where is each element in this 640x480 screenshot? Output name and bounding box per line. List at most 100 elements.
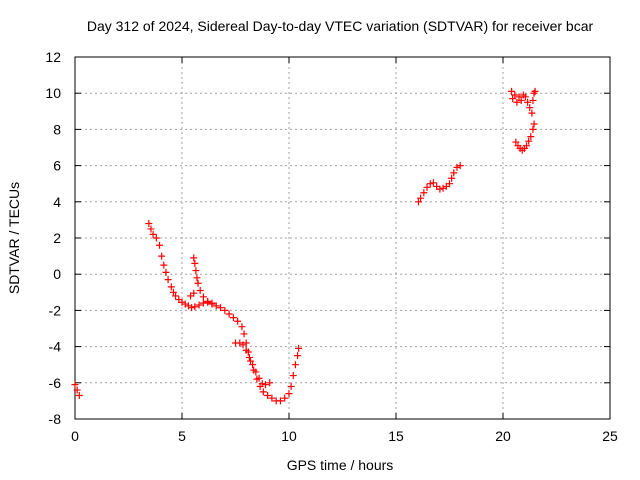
data-point bbox=[426, 180, 434, 188]
data-point bbox=[529, 125, 537, 133]
data-point bbox=[193, 274, 201, 282]
data-point bbox=[217, 304, 225, 312]
y-axis-label: SDTVAR / TECUs bbox=[6, 182, 22, 294]
data-point bbox=[169, 288, 177, 296]
x-tick-label: 0 bbox=[71, 428, 79, 444]
data-point bbox=[242, 346, 250, 354]
x-axis: 0 5 10 15 20 25 bbox=[71, 57, 618, 444]
data-point bbox=[221, 306, 229, 314]
data-point bbox=[172, 292, 180, 300]
y-tick-label: 2 bbox=[53, 230, 61, 246]
data-point bbox=[145, 220, 153, 228]
data-point bbox=[162, 268, 170, 276]
data-point bbox=[512, 138, 520, 146]
data-point bbox=[167, 283, 175, 291]
data-point bbox=[508, 87, 516, 95]
data-point bbox=[181, 300, 189, 308]
data-point bbox=[515, 93, 523, 101]
data-point bbox=[420, 189, 428, 197]
data-point bbox=[238, 323, 246, 331]
x-tick-label: 10 bbox=[281, 428, 297, 444]
y-tick-label: -6 bbox=[49, 375, 62, 391]
data-point bbox=[414, 198, 422, 206]
data-point bbox=[439, 184, 447, 192]
data-point bbox=[509, 95, 517, 103]
data-point bbox=[236, 339, 244, 347]
data-point bbox=[525, 137, 533, 145]
data-point bbox=[526, 104, 534, 112]
data-point bbox=[71, 381, 79, 389]
data-point bbox=[239, 341, 247, 349]
data-point bbox=[229, 314, 237, 322]
y-tick-label: 0 bbox=[53, 266, 61, 282]
y-tick-label: 12 bbox=[45, 49, 61, 65]
x-tick-label: 15 bbox=[388, 428, 404, 444]
data-point bbox=[261, 381, 269, 389]
data-point bbox=[212, 302, 220, 310]
y-tick-label: 10 bbox=[45, 85, 61, 101]
x-tick-label: 25 bbox=[602, 428, 618, 444]
x-axis-label: GPS time / hours bbox=[287, 457, 394, 473]
y-tick-label: 4 bbox=[53, 194, 61, 210]
data-point bbox=[436, 185, 444, 193]
data-point bbox=[423, 183, 431, 191]
data-point bbox=[188, 304, 196, 312]
data-point bbox=[192, 267, 200, 275]
data-point bbox=[276, 397, 284, 405]
data-point bbox=[429, 179, 437, 187]
y-tick-label: -8 bbox=[49, 411, 62, 427]
data-point bbox=[291, 361, 299, 369]
data-point bbox=[199, 293, 207, 301]
data-point bbox=[252, 368, 260, 376]
data-point bbox=[287, 382, 295, 390]
data-point bbox=[530, 89, 538, 97]
data-point bbox=[191, 303, 199, 311]
y-tick-label: -2 bbox=[49, 302, 62, 318]
data-point bbox=[147, 225, 155, 233]
grid-lines bbox=[75, 57, 610, 419]
data-point bbox=[417, 194, 425, 202]
data-point bbox=[446, 180, 453, 188]
data-point bbox=[149, 230, 157, 238]
data-point bbox=[523, 142, 531, 150]
data-points bbox=[71, 87, 539, 405]
data-point bbox=[521, 93, 529, 101]
data-point bbox=[289, 372, 297, 380]
data-point bbox=[517, 96, 525, 104]
y-axis: -8 -6 -4 -2 0 2 4 6 8 10 12 bbox=[45, 49, 610, 427]
data-point bbox=[456, 162, 464, 170]
data-point bbox=[264, 391, 272, 399]
y-tick-label: -4 bbox=[49, 339, 62, 355]
data-point bbox=[196, 286, 204, 294]
data-point bbox=[259, 388, 267, 396]
data-point bbox=[450, 169, 458, 177]
data-point bbox=[524, 98, 532, 106]
y-tick-label: 8 bbox=[53, 121, 61, 137]
data-point bbox=[234, 317, 242, 325]
data-point bbox=[245, 353, 253, 361]
data-point bbox=[530, 120, 538, 128]
data-point bbox=[453, 163, 461, 171]
data-point bbox=[294, 352, 302, 360]
data-point bbox=[164, 276, 172, 284]
data-point bbox=[258, 380, 266, 388]
data-point bbox=[199, 299, 207, 307]
data-point bbox=[240, 330, 248, 338]
data-point bbox=[529, 96, 537, 104]
data-point bbox=[152, 234, 160, 242]
data-point bbox=[204, 297, 212, 305]
data-point bbox=[208, 299, 216, 307]
data-point bbox=[266, 379, 274, 387]
data-point bbox=[225, 310, 233, 318]
data-point bbox=[75, 391, 83, 399]
data-point bbox=[511, 91, 519, 99]
data-point bbox=[281, 394, 289, 402]
data-point bbox=[295, 344, 303, 352]
data-point bbox=[513, 98, 521, 106]
x-tick-label: 5 bbox=[178, 428, 186, 444]
y-tick-label: 6 bbox=[53, 158, 61, 174]
data-point bbox=[246, 357, 254, 365]
data-point bbox=[448, 174, 456, 182]
data-point bbox=[190, 289, 198, 297]
